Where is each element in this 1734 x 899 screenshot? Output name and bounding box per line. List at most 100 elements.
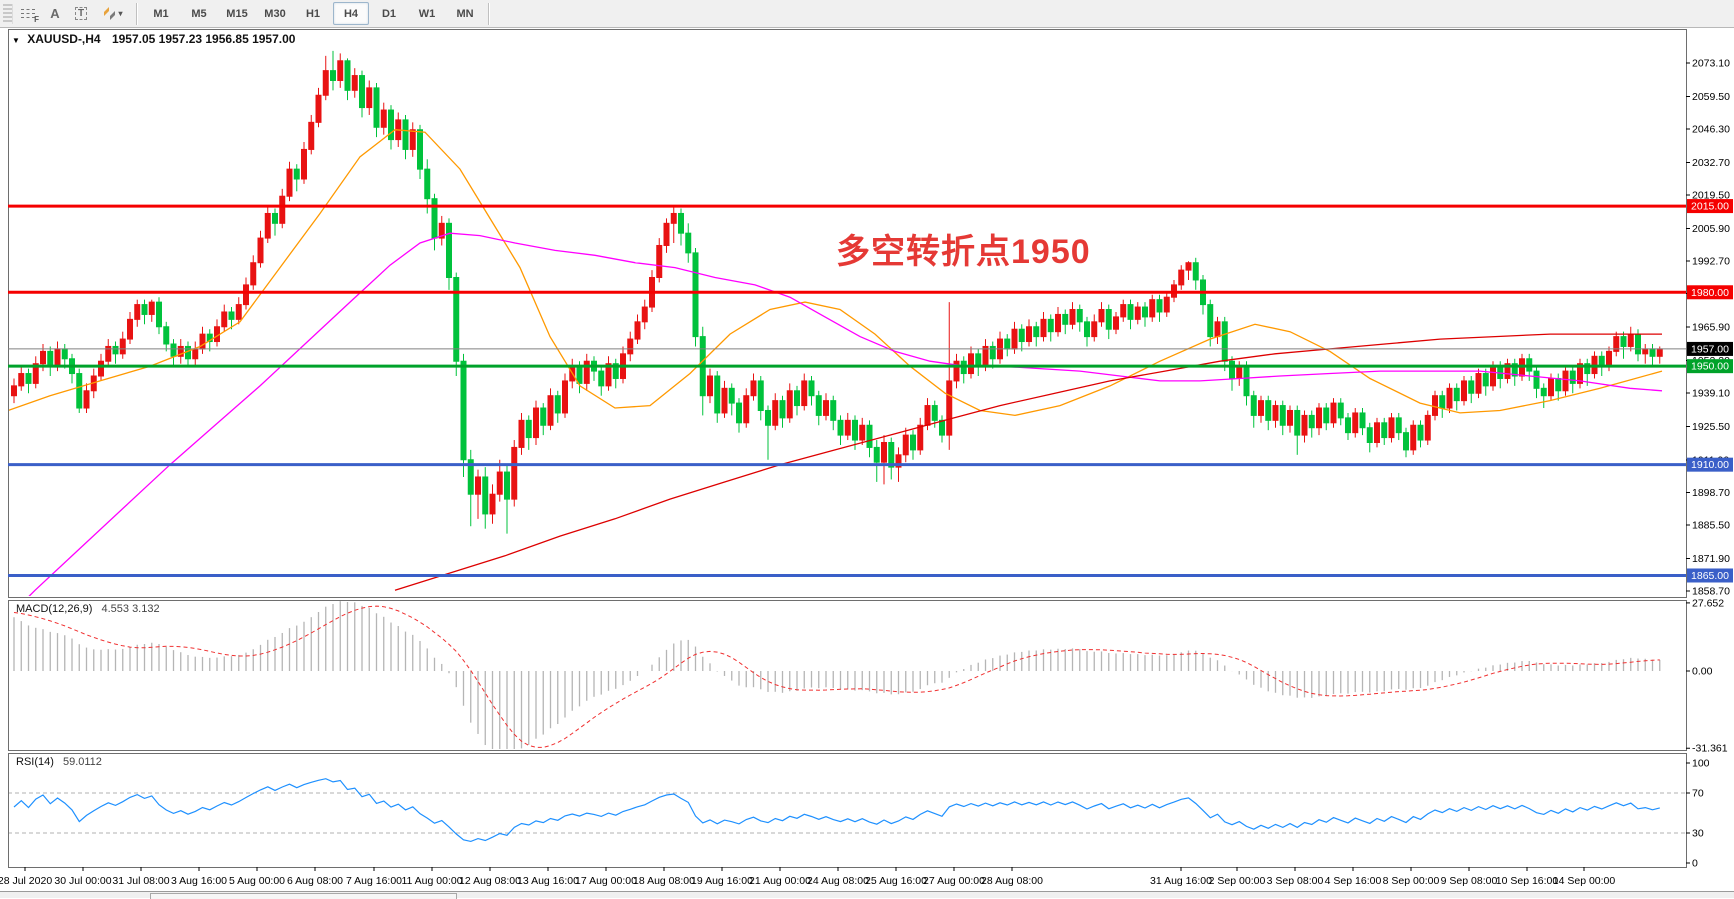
time-tick: 2 Sep 00:00 [1209,875,1266,887]
price-tick: 2019.50 [1692,190,1730,202]
price-badge: 1980.00 [1691,287,1729,299]
time-tick: 5 Aug 00:00 [229,875,285,887]
text-icon: A [50,6,60,21]
price-tick: 2032.70 [1692,157,1730,169]
price-tick: 1992.70 [1692,256,1730,268]
price-tick: 2046.30 [1692,124,1730,136]
tf-button-M30[interactable]: M30 [264,7,286,20]
price-tick: 1858.70 [1692,586,1730,598]
tf-button-M5[interactable]: M5 [191,7,207,20]
rsi-indicator-label: RSI(14) 59.0112 [16,756,102,768]
time-tick: 13 Aug 16:00 [517,875,579,887]
toolbar-grip[interactable] [3,3,13,24]
price-badge: 1950.00 [1691,361,1729,373]
rsi-tick: 70 [1692,788,1704,800]
tf-button-M15[interactable]: M15 [226,7,248,20]
tf-button-M1[interactable]: M1 [153,7,169,20]
time-tick: 18 Aug 08:00 [633,875,695,887]
chart-tab-strip [0,891,1734,899]
rsi-tick: 0 [1692,858,1698,870]
text-label-tool-button[interactable]: T [69,2,93,26]
time-tick: 28 Aug 08:00 [981,875,1043,887]
time-tick: 14 Sep 00:00 [1553,875,1616,887]
toolbar: F A T ▾ M1 M5 M15 M30 H1 H4 D1 W1 MN [0,0,1734,28]
text-tool-button[interactable]: A [43,2,67,26]
rsi-tick: 100 [1692,758,1710,770]
time-tick: 3 Aug 16:00 [171,875,227,887]
price-tick: 1885.50 [1692,520,1730,532]
fibonacci-tool-button[interactable]: F [17,2,41,26]
text-label-icon: T [74,7,88,20]
price-tick: 1871.90 [1692,553,1730,565]
toolbar-separator [488,2,490,25]
macd-layer [13,601,1661,749]
rsi-name: RSI(14) [16,756,54,768]
time-tick: 28 Jul 2020 [0,875,52,887]
time-tick: 10 Sep 16:00 [1496,875,1559,887]
axis-layer: 2073.10 2059.50 2046.30 2032.70 2019.50 2005.… [0,58,1733,887]
time-tick: 27 Aug 00:00 [923,875,985,887]
chevron-down-icon: ▾ [118,9,123,18]
chart-annotation-text: 多空转折点1950 [836,233,1091,271]
time-tick: 9 Sep 08:00 [1441,875,1498,887]
chart-tab[interactable] [150,893,457,899]
time-tick: 7 Aug 16:00 [346,875,402,887]
timeframe-group: M1 M5 M15 M30 H1 H4 D1 W1 MN [142,2,484,25]
ohlc-readout: 1957.05 1957.23 1956.85 1957.00 [111,32,296,46]
time-tick: 19 Aug 16:00 [691,875,753,887]
price-tick: 1925.50 [1692,421,1730,433]
price-tick: 2073.10 [1692,58,1730,70]
fibonacci-icon: F [21,7,39,24]
time-tick: 11 Aug 00:00 [401,875,462,887]
time-tick: 4 Sep 16:00 [1325,875,1382,887]
time-tick: 3 Sep 08:00 [1267,875,1324,887]
price-badge: 1957.00 [1691,343,1729,355]
time-axis[interactable] [0,867,1686,891]
macd-indicator-label: MACD(12,26,9) 4.553 3.132 [16,603,160,615]
symbol-label: XAUUSD-,H4 [27,32,101,46]
main-pane[interactable] [8,29,1687,598]
price-axis[interactable] [1686,29,1734,867]
time-tick: 17 Aug 00:00 [575,875,637,887]
time-tick: 31 Jul 08:00 [112,875,169,887]
tf-button-MN[interactable]: MN [456,7,474,20]
price-tick: 1939.10 [1692,388,1730,400]
price-tick: 2059.50 [1692,91,1730,103]
macd-tick: 0.00 [1692,666,1713,678]
macd-name: MACD(12,26,9) [16,603,93,615]
time-tick: 24 Aug 08:00 [807,875,869,887]
macd-tick: -31.361 [1692,743,1728,755]
rsi-layer [9,778,1685,843]
rsi-tick: 30 [1692,828,1704,840]
tf-button-W1[interactable]: W1 [418,7,436,20]
chart-title: ▼ XAUUSD-,H4 1957.05 1957.23 1956.85 195… [12,32,295,46]
arrows-tool-button[interactable]: ▾ [95,2,131,26]
time-tick: 30 Jul 00:00 [54,875,111,887]
time-tick: 12 Aug 08:00 [459,875,521,887]
time-tick: 6 Aug 08:00 [287,875,343,887]
price-badge: 2015.00 [1691,201,1729,213]
symbol-dropdown-icon[interactable]: ▼ [12,36,20,45]
arrows-icon [104,7,116,20]
pane-splitter-macd[interactable] [0,596,1734,600]
price-tick: 2005.90 [1692,223,1730,235]
time-tick: 21 Aug 00:00 [749,875,811,887]
pane-splitter-rsi[interactable] [0,749,1734,753]
price-tick: 1965.90 [1692,322,1730,334]
candles-layer [9,50,1663,596]
price-badge: 1910.00 [1691,459,1729,471]
macd-tick: 27.652 [1692,597,1724,609]
rsi-pane[interactable] [8,753,1687,868]
time-tick: 25 Aug 16:00 [865,875,927,887]
time-tick: 31 Aug 16:00 [1150,875,1212,887]
macd-values: 4.553 3.132 [101,603,160,615]
price-tick: 1898.70 [1692,487,1730,499]
toolbar-separator [136,2,138,25]
tf-button-H4[interactable]: H4 [333,2,369,25]
tf-button-D1[interactable]: D1 [381,7,397,20]
tf-button-H1[interactable]: H1 [305,7,321,20]
time-tick: 8 Sep 00:00 [1383,875,1440,887]
rsi-value: 59.0112 [62,756,102,768]
price-badge: 1865.00 [1691,570,1729,582]
